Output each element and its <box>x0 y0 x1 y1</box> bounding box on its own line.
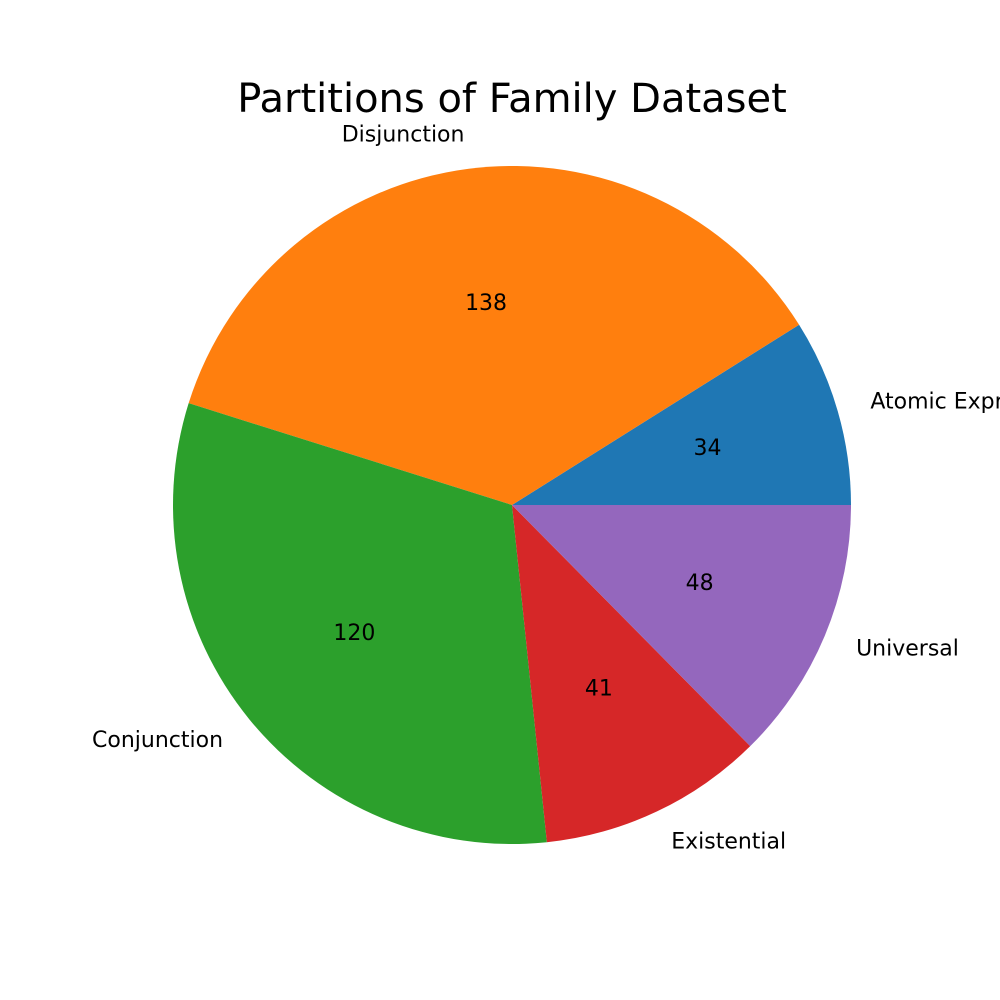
pie-value-universal: 48 <box>686 571 714 596</box>
pie-labels: Atomic Expression 34 Disjunction 138 Conjunc… <box>92 123 1000 855</box>
pie-label-disjunction: Disjunction <box>342 123 465 148</box>
pie-value-conjunction: 120 <box>333 621 375 646</box>
pie-label-atomic-expression: Atomic Expression <box>870 389 1000 414</box>
pie-value-disjunction: 138 <box>465 291 507 316</box>
pie-slices <box>172 165 851 845</box>
pie-label-conjunction: Conjunction <box>92 728 223 753</box>
chart-title: Partitions of Family Dataset <box>237 76 787 122</box>
pie-label-existential: Existential <box>671 830 786 855</box>
pie-slice-disjunction <box>188 165 800 505</box>
pie-slice-existential <box>512 505 751 843</box>
pie-label-universal: Universal <box>856 636 959 661</box>
pie-value-existential: 41 <box>585 676 613 701</box>
pie-slice-atomic-expression <box>512 324 851 505</box>
pie-value-atomic-expression: 34 <box>693 436 721 461</box>
pie-slice-conjunction <box>172 403 547 845</box>
pie-slice-universal <box>512 505 851 747</box>
